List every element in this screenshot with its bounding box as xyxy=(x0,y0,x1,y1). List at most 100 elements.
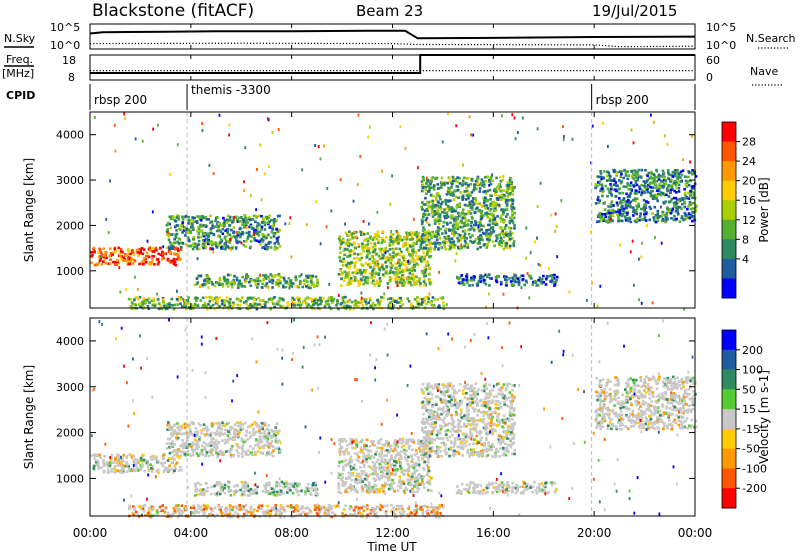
range-cell xyxy=(266,300,269,304)
range-cell xyxy=(238,220,241,223)
range-cell xyxy=(183,453,187,456)
range-cell xyxy=(474,207,478,211)
range-cell xyxy=(356,253,360,256)
range-cell xyxy=(466,183,470,187)
range-cell xyxy=(176,216,179,219)
range-cell xyxy=(347,244,350,248)
range-cell xyxy=(346,248,349,251)
range-cell xyxy=(354,270,357,274)
range-cell xyxy=(441,210,444,214)
range-cell xyxy=(262,299,265,302)
range-cell xyxy=(208,163,211,167)
range-cell xyxy=(444,203,448,206)
range-cell xyxy=(560,199,563,203)
range-cell xyxy=(162,245,165,249)
range-cell xyxy=(319,302,322,306)
range-cell xyxy=(183,305,187,309)
range-cell xyxy=(171,450,174,454)
range-cell xyxy=(345,263,348,267)
range-cell xyxy=(632,199,635,202)
range-cell xyxy=(635,220,638,224)
noise-axis-right-top: 10^5 xyxy=(706,21,736,34)
range-cell xyxy=(477,228,480,231)
range-cell xyxy=(462,176,466,180)
range-cell xyxy=(650,190,653,193)
range-cell xyxy=(249,492,253,496)
range-cell xyxy=(374,303,377,307)
range-cell xyxy=(259,421,263,425)
range-cell xyxy=(357,304,360,308)
range-cell xyxy=(353,277,357,281)
range-cell xyxy=(179,298,182,301)
range-cell xyxy=(290,285,294,288)
range-cell xyxy=(470,215,474,219)
range-cell xyxy=(443,239,446,243)
range-cell xyxy=(442,301,445,304)
range-cell xyxy=(606,194,609,198)
range-cell xyxy=(456,225,459,228)
range-cell xyxy=(249,487,253,491)
range-cell xyxy=(186,449,190,453)
range-cell xyxy=(135,462,138,466)
range-cell xyxy=(159,461,163,465)
range-cell xyxy=(357,243,361,246)
range-cell xyxy=(410,277,413,280)
range-cell xyxy=(467,232,471,236)
range-cell xyxy=(443,211,447,215)
range-cell xyxy=(288,222,291,225)
range-cell xyxy=(157,459,160,463)
range-cell xyxy=(480,178,484,181)
range-cell xyxy=(227,421,230,425)
range-cell xyxy=(321,297,325,300)
range-cell xyxy=(509,191,512,195)
range-cell xyxy=(514,274,518,277)
range-cell xyxy=(184,454,188,458)
range-cell xyxy=(227,488,231,492)
range-cell xyxy=(643,190,646,193)
range-cell xyxy=(604,215,607,219)
range-cell xyxy=(372,268,375,271)
range-cell xyxy=(343,270,347,274)
range-cell xyxy=(270,218,273,222)
range-cell xyxy=(200,429,203,432)
range-cell xyxy=(366,237,370,241)
freq-axis-left-top: 18 xyxy=(62,54,76,67)
range-cell xyxy=(168,250,172,254)
range-cell xyxy=(410,252,414,255)
range-cell xyxy=(338,235,342,239)
range-cell xyxy=(122,459,125,463)
range-cell xyxy=(512,216,516,220)
range-cell xyxy=(383,292,386,296)
range-cell xyxy=(249,245,253,249)
range-cell xyxy=(373,244,377,248)
range-cell xyxy=(394,254,397,258)
range-cell xyxy=(453,244,457,247)
range-cell xyxy=(657,188,661,191)
range-cell xyxy=(240,241,243,245)
range-cell xyxy=(122,259,125,262)
range-cell xyxy=(388,256,391,260)
range-cell xyxy=(263,223,267,227)
range-cell xyxy=(241,423,245,426)
range-cell xyxy=(245,239,248,243)
range-cell xyxy=(339,269,343,273)
range-cell xyxy=(189,428,192,431)
range-cell xyxy=(426,260,429,264)
range-cell xyxy=(369,473,372,476)
range-cell xyxy=(350,300,354,304)
range-cell xyxy=(671,170,675,174)
range-cell xyxy=(174,236,178,239)
range-cell xyxy=(428,188,431,191)
range-cell xyxy=(347,270,350,274)
range-cell xyxy=(98,247,101,251)
range-cell xyxy=(122,468,125,471)
range-cell xyxy=(629,250,632,254)
range-cell xyxy=(246,449,250,452)
range-cell xyxy=(372,304,376,307)
range-cell xyxy=(257,297,260,300)
range-cell xyxy=(456,180,459,184)
range-cell xyxy=(498,188,502,192)
range-cell xyxy=(179,432,183,436)
range-cell xyxy=(454,195,458,199)
range-cell xyxy=(388,473,392,477)
